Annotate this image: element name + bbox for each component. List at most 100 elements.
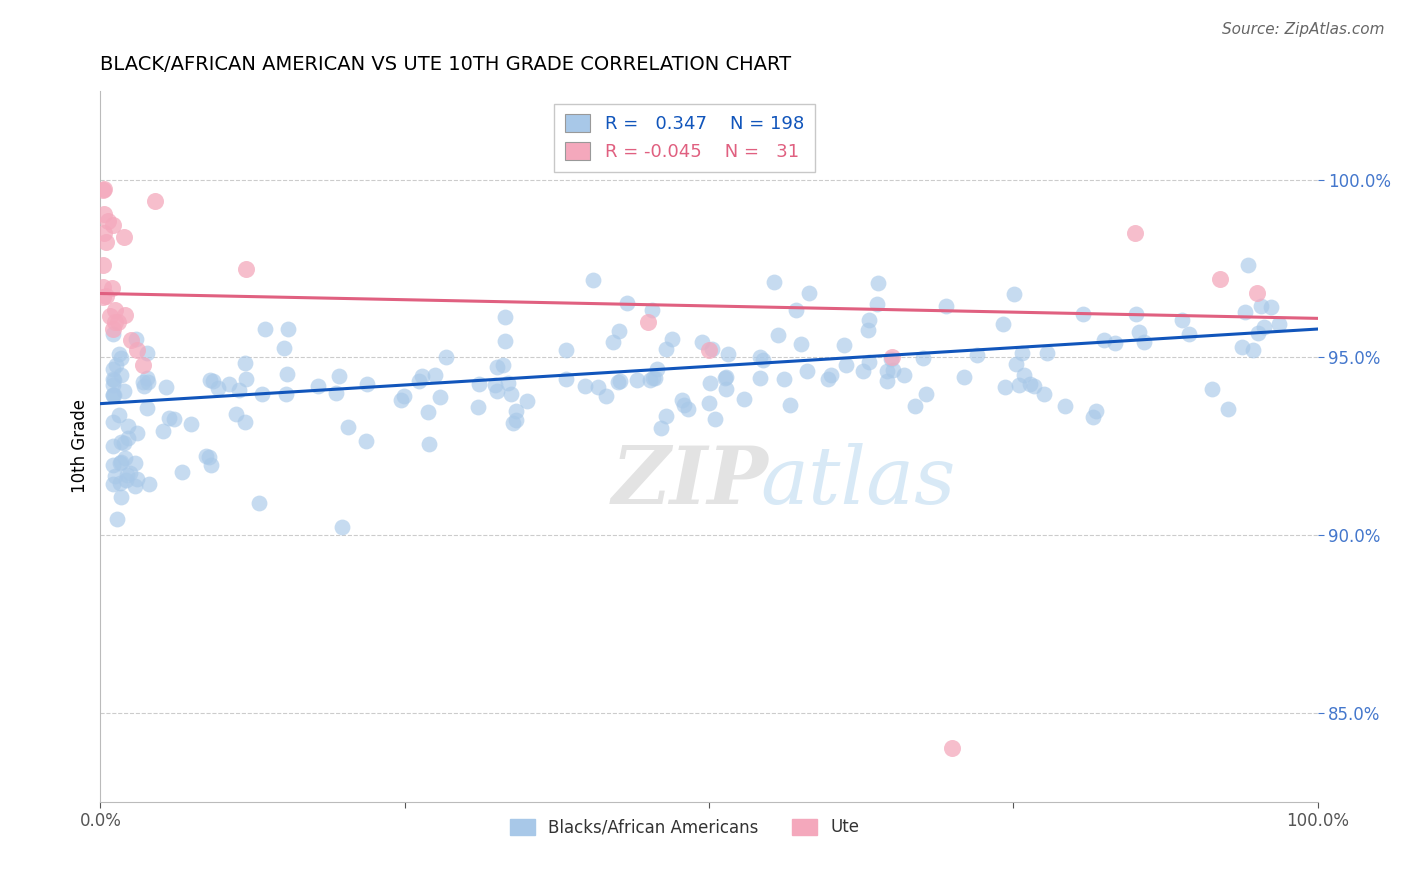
Point bbox=[114, 473, 136, 487]
Point bbox=[640, 373, 662, 387]
Point bbox=[880, 352, 903, 367]
Point bbox=[138, 477, 160, 491]
Point bbox=[626, 373, 648, 387]
Point bbox=[856, 323, 879, 337]
Point bbox=[114, 450, 136, 465]
Point bbox=[697, 343, 720, 358]
Point bbox=[779, 399, 801, 413]
Point bbox=[91, 290, 114, 304]
Point bbox=[914, 386, 936, 401]
Point bbox=[1005, 357, 1028, 371]
Point bbox=[228, 383, 250, 397]
Point bbox=[733, 392, 755, 407]
Point bbox=[107, 315, 129, 329]
Point bbox=[1241, 343, 1264, 357]
Text: atlas: atlas bbox=[761, 443, 956, 521]
Point bbox=[91, 280, 114, 294]
Point bbox=[250, 387, 273, 401]
Point bbox=[866, 276, 889, 290]
Point bbox=[105, 512, 128, 526]
Point bbox=[1216, 401, 1239, 416]
Point bbox=[714, 369, 737, 384]
Point bbox=[554, 343, 576, 358]
Point bbox=[654, 342, 676, 356]
Point bbox=[1008, 377, 1031, 392]
Point bbox=[904, 399, 927, 413]
Point bbox=[143, 194, 166, 208]
Point bbox=[136, 375, 159, 389]
Point bbox=[120, 333, 142, 347]
Point bbox=[136, 401, 159, 415]
Point bbox=[97, 214, 120, 228]
Point bbox=[110, 368, 132, 383]
Point bbox=[966, 348, 988, 362]
Point bbox=[233, 415, 256, 429]
Point bbox=[799, 285, 821, 300]
Point bbox=[1253, 319, 1275, 334]
Point bbox=[1233, 305, 1256, 319]
Point bbox=[152, 425, 174, 439]
Point bbox=[832, 337, 855, 351]
Point bbox=[131, 375, 153, 389]
Point bbox=[112, 384, 135, 398]
Point bbox=[467, 376, 489, 391]
Point bbox=[155, 380, 177, 394]
Point bbox=[641, 303, 664, 318]
Point bbox=[1128, 325, 1150, 339]
Point bbox=[555, 372, 578, 386]
Point bbox=[502, 416, 524, 430]
Point bbox=[124, 457, 146, 471]
Point bbox=[411, 369, 433, 384]
Point bbox=[1209, 272, 1232, 286]
Point bbox=[467, 400, 489, 414]
Point bbox=[751, 353, 773, 368]
Point bbox=[416, 405, 439, 419]
Point bbox=[247, 496, 270, 510]
Point bbox=[114, 308, 136, 322]
Point bbox=[125, 426, 148, 441]
Point bbox=[768, 328, 790, 343]
Point bbox=[935, 299, 957, 313]
Point bbox=[110, 490, 132, 504]
Point bbox=[101, 388, 124, 402]
Point bbox=[1260, 300, 1282, 314]
Point bbox=[110, 351, 132, 365]
Point bbox=[785, 302, 807, 317]
Legend: Blacks/African Americans, Ute: Blacks/African Americans, Ute bbox=[503, 812, 866, 843]
Point bbox=[91, 183, 114, 197]
Point bbox=[1002, 287, 1025, 301]
Point bbox=[1024, 378, 1046, 392]
Point bbox=[194, 450, 217, 464]
Point bbox=[858, 313, 880, 327]
Point bbox=[115, 467, 138, 482]
Point bbox=[135, 346, 157, 360]
Point bbox=[108, 475, 131, 490]
Point bbox=[852, 364, 875, 378]
Point bbox=[581, 272, 603, 286]
Point bbox=[1081, 409, 1104, 424]
Point bbox=[328, 368, 350, 383]
Point bbox=[198, 450, 221, 465]
Point bbox=[505, 403, 527, 417]
Point bbox=[499, 387, 522, 401]
Point bbox=[762, 275, 785, 289]
Point bbox=[93, 181, 115, 195]
Point bbox=[408, 374, 430, 388]
Point bbox=[835, 359, 858, 373]
Point bbox=[132, 358, 155, 372]
Point bbox=[108, 409, 131, 423]
Point bbox=[748, 371, 770, 385]
Point bbox=[235, 261, 257, 276]
Point bbox=[101, 377, 124, 392]
Point bbox=[277, 322, 299, 336]
Point bbox=[876, 374, 898, 388]
Point bbox=[93, 207, 115, 221]
Point bbox=[200, 458, 222, 472]
Point bbox=[429, 391, 451, 405]
Point bbox=[159, 411, 181, 425]
Point bbox=[790, 337, 813, 351]
Point bbox=[1247, 326, 1270, 341]
Point bbox=[714, 382, 737, 396]
Point bbox=[1123, 226, 1146, 240]
Point bbox=[505, 413, 527, 427]
